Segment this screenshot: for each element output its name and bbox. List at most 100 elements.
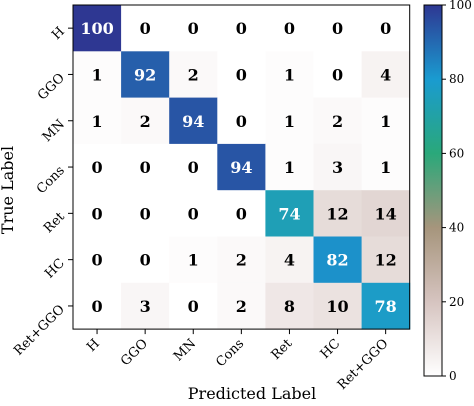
heatmap-cell bbox=[217, 97, 266, 145]
cell-value-label: 1 bbox=[91, 65, 102, 84]
x-axis-label: Predicted Label bbox=[188, 384, 316, 403]
heatmap-cell-labels: 100 0 0 0 0 0 01 92 2 0 1 0 41 2 94 0 1 2 10 0 0 94 1 3 10 0 0 0 74 1… bbox=[80, 19, 396, 316]
heatmap-cell bbox=[73, 282, 122, 330]
heatmap-cell bbox=[265, 236, 314, 284]
heatmap-cell bbox=[121, 282, 170, 330]
heatmap-cell bbox=[265, 5, 314, 52]
cell-value-label: 0 bbox=[91, 204, 102, 223]
heatmap-cell bbox=[121, 97, 170, 145]
y-tick-label: Ret+GGO bbox=[11, 302, 68, 359]
cell-value-label: 82 bbox=[326, 251, 348, 270]
cell-value-label: 92 bbox=[134, 65, 156, 84]
heatmap-cell bbox=[361, 282, 411, 330]
cell-value-label: 10 bbox=[326, 297, 348, 316]
cell-value-label: 1 bbox=[91, 112, 102, 131]
cell-value-label: 0 bbox=[188, 204, 199, 223]
heatmap-cell bbox=[121, 190, 170, 237]
y-tick-label: HC bbox=[42, 256, 68, 282]
cell-value-label: 2 bbox=[236, 297, 247, 316]
y-axis-label: True Label bbox=[0, 146, 17, 234]
y-tick-label: MN bbox=[40, 117, 68, 145]
heatmap-cell bbox=[313, 190, 363, 237]
cell-value-label: 14 bbox=[375, 204, 397, 223]
heatmap-cell bbox=[73, 51, 122, 99]
heatmap-cell bbox=[169, 190, 218, 237]
cell-value-label: 78 bbox=[375, 297, 397, 316]
heatmap-cell bbox=[73, 143, 122, 191]
cell-value-label: 2 bbox=[188, 65, 199, 84]
cell-value-label: 0 bbox=[188, 19, 199, 38]
cell-value-label: 0 bbox=[140, 204, 151, 223]
heatmap-cell bbox=[361, 51, 411, 99]
cell-value-label: 2 bbox=[332, 112, 343, 131]
cell-value-label: 12 bbox=[375, 251, 397, 270]
y-axis-ticks: H GGO MN Cons Ret HC Ret+GGO bbox=[11, 24, 73, 359]
cell-value-label: 1 bbox=[284, 65, 295, 84]
heatmap-cell bbox=[265, 282, 314, 330]
heatmap-cell bbox=[361, 236, 411, 284]
x-tick-label: Ret bbox=[269, 336, 296, 363]
heatmap-cell bbox=[361, 5, 411, 52]
y-tick-label: GGO bbox=[35, 71, 68, 104]
colorbar-tick-label: 60 bbox=[449, 146, 464, 160]
cell-value-label: 0 bbox=[91, 251, 102, 270]
cell-value-label: 0 bbox=[188, 297, 199, 316]
cell-value-label: 0 bbox=[236, 112, 247, 131]
cell-value-label: 0 bbox=[380, 19, 391, 38]
cell-value-label: 0 bbox=[284, 19, 295, 38]
colorbar-tick-label: 100 bbox=[449, 0, 472, 12]
cell-value-label: 0 bbox=[332, 19, 343, 38]
cell-value-label: 1 bbox=[380, 158, 391, 177]
cell-value-label: 94 bbox=[230, 158, 252, 177]
cell-value-label: 3 bbox=[140, 297, 151, 316]
cell-value-label: 0 bbox=[140, 158, 151, 177]
colorbar-ticks: 0 20 40 60 80 100 bbox=[442, 0, 472, 383]
cell-value-label: 0 bbox=[332, 65, 343, 84]
heatmap-cell bbox=[217, 5, 266, 52]
heatmap-cell bbox=[265, 190, 314, 237]
colorbar-tick-label: 40 bbox=[449, 221, 464, 235]
heatmap-cell bbox=[169, 236, 218, 284]
cell-value-label: 8 bbox=[284, 297, 295, 316]
heatmap-cell bbox=[169, 282, 218, 330]
cell-value-label: 1 bbox=[284, 158, 295, 177]
cell-value-label: 4 bbox=[284, 251, 295, 270]
heatmap-cells bbox=[73, 5, 411, 330]
heatmap-cell bbox=[121, 143, 170, 191]
heatmap-cell bbox=[265, 143, 314, 191]
cell-value-label: 0 bbox=[188, 158, 199, 177]
colorbar-tick-label: 80 bbox=[449, 72, 464, 86]
cell-value-label: 0 bbox=[236, 65, 247, 84]
cell-value-label: 2 bbox=[236, 251, 247, 270]
colorbar-tick-label: 20 bbox=[449, 295, 464, 309]
cell-value-label: 74 bbox=[278, 204, 300, 223]
heatmap-cell bbox=[361, 190, 411, 237]
cell-value-label: 0 bbox=[140, 19, 151, 38]
heatmap-cell bbox=[313, 236, 363, 284]
cell-value-label: 0 bbox=[91, 158, 102, 177]
heatmap-cell bbox=[121, 5, 170, 52]
y-tick-label: H bbox=[49, 24, 68, 43]
heatmap-cell bbox=[73, 236, 122, 284]
cell-value-label: 1 bbox=[284, 112, 295, 131]
cell-value-label: 0 bbox=[236, 204, 247, 223]
y-tick-label: Cons bbox=[34, 163, 68, 197]
y-tick-label: Ret bbox=[41, 209, 68, 236]
cell-value-label: 1 bbox=[188, 251, 199, 270]
colorbar bbox=[423, 4, 443, 377]
heatmap-cell bbox=[265, 51, 314, 99]
x-tick-label: MN bbox=[171, 336, 199, 364]
heatmap-cell bbox=[169, 97, 218, 145]
heatmap-cell bbox=[313, 97, 363, 145]
heatmap-cell bbox=[73, 97, 122, 145]
x-tick-label: Ret+GGO bbox=[335, 336, 392, 393]
cell-value-label: 0 bbox=[91, 297, 102, 316]
heatmap-cell bbox=[217, 190, 266, 237]
heatmap-cell bbox=[313, 51, 363, 99]
heatmap-cell bbox=[361, 143, 411, 191]
x-tick-label: H bbox=[84, 336, 103, 355]
heatmap-cell bbox=[217, 282, 266, 330]
heatmap-cell bbox=[313, 5, 363, 52]
heatmap-cell bbox=[361, 97, 411, 145]
